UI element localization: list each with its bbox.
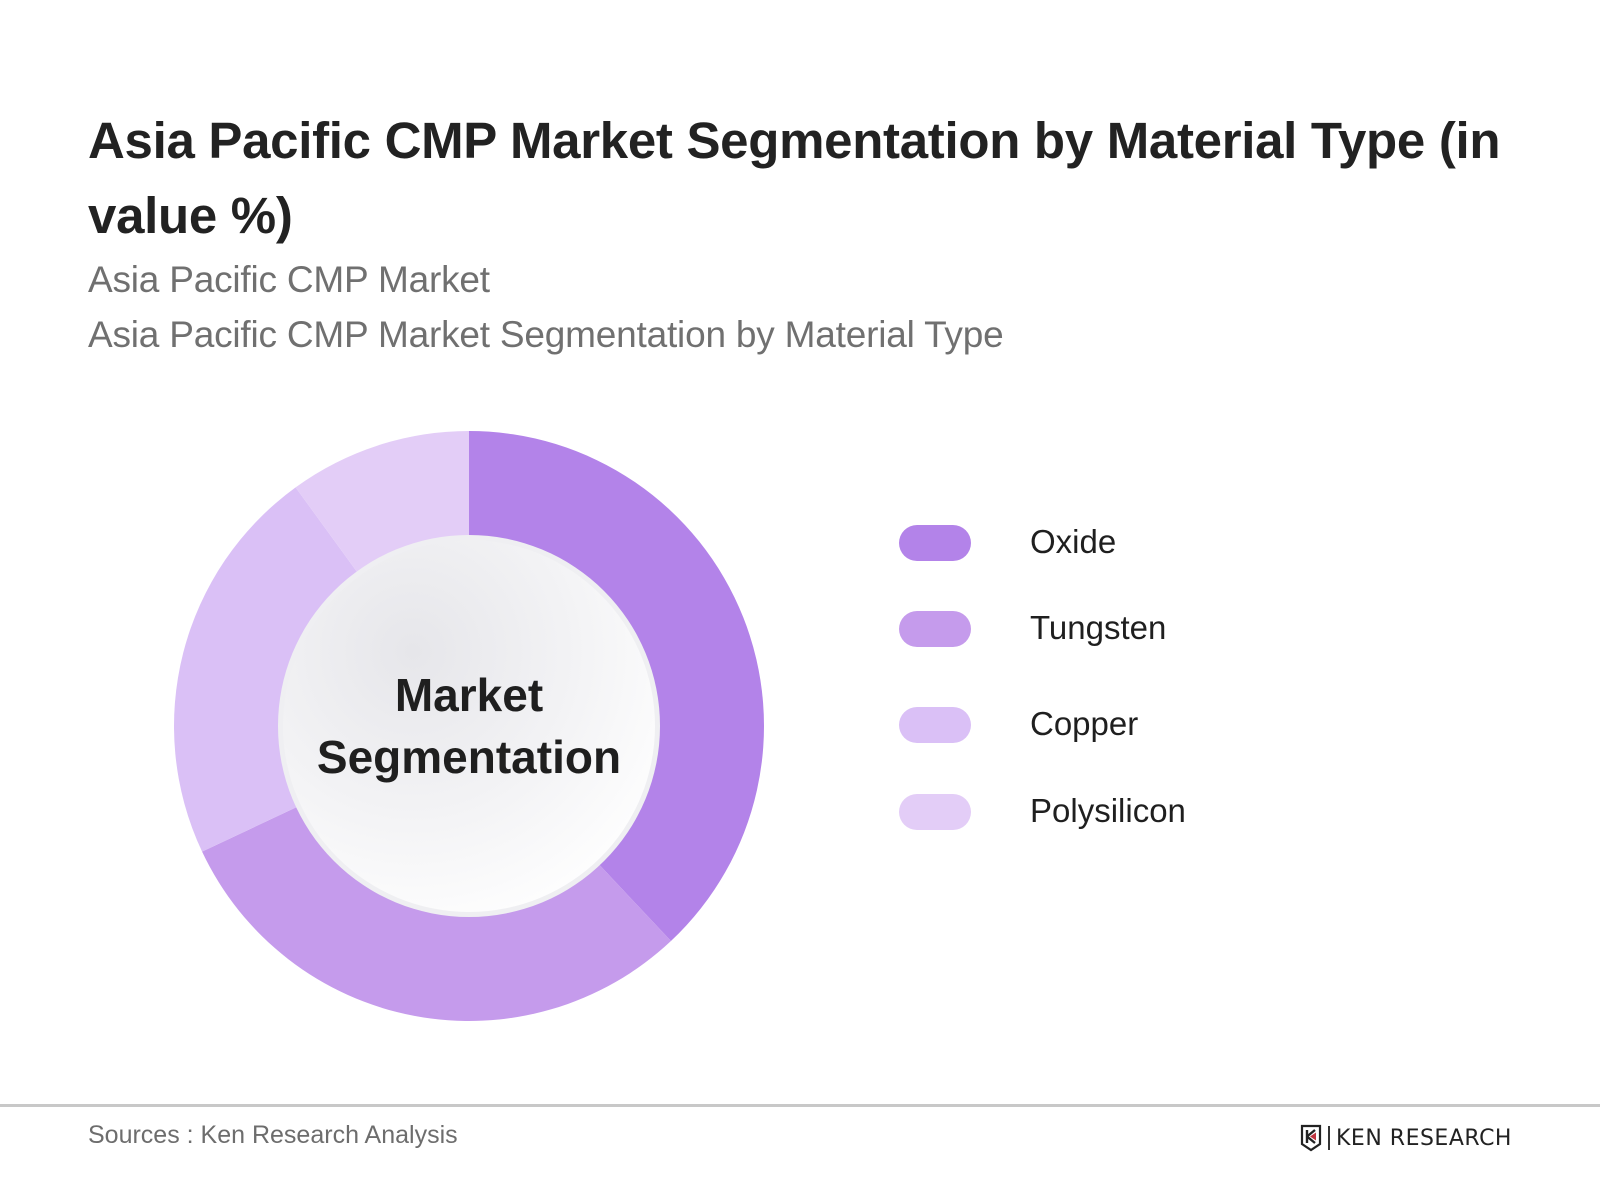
legend-item-oxide[interactable]: Oxide [899,523,1116,561]
legend-swatch-oxide [899,525,971,561]
sources-note: Sources : Ken Research Analysis [88,1121,458,1149]
legend-label: Oxide [1030,523,1117,560]
donut-center-label: Market Segmentation [279,536,659,916]
chart-title: Asia Pacific CMP Market Segmentation by … [88,112,1501,244]
logo-separator [1328,1126,1330,1150]
center-label-line-1: Market [394,669,544,721]
legend-label: Tungsten [1030,609,1167,646]
legend-swatch-copper [899,707,971,743]
chart-subtitle-market: Asia Pacific CMP Market [88,259,490,300]
legend-label: Polysilicon [1030,792,1186,829]
legend-item-polysilicon[interactable]: Polysilicon [899,792,1186,830]
ken-research-logo: KEN RESEARCH [1300,1124,1512,1152]
legend-item-tungsten[interactable]: Tungsten [899,609,1166,647]
ken-research-shield-icon [1300,1124,1322,1152]
chart-subtitle-segmentation: Asia Pacific CMP Market Segmentation by … [88,314,1004,355]
footer-divider [0,1104,1600,1107]
legend-label: Copper [1030,705,1139,742]
legend-swatch-tungsten [899,611,971,647]
legend-swatch-polysilicon [899,794,971,830]
brand-name: KEN RESEARCH [1336,1125,1512,1151]
center-label-line-2: Segmentation [316,731,622,783]
legend-item-copper[interactable]: Copper [899,705,1138,743]
